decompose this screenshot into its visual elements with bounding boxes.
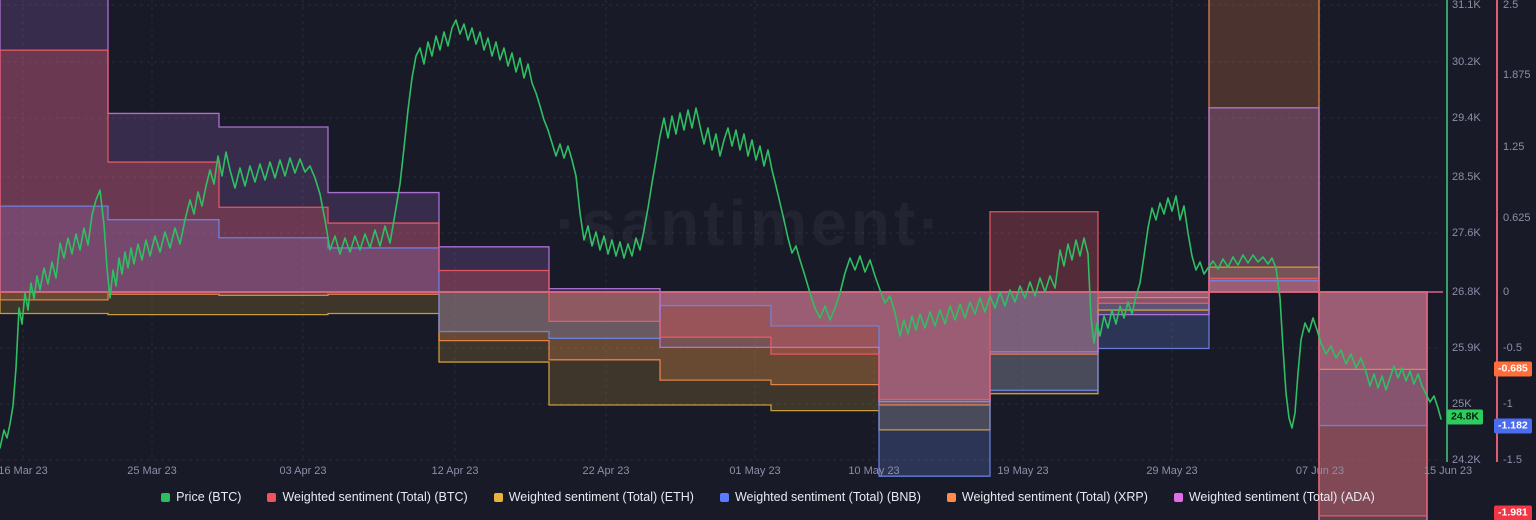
date-tick-label: 29 May 23: [1146, 465, 1198, 477]
sentiment-tick-label: 1.25: [1503, 141, 1525, 153]
date-tick-label: 15 Jun 23: [1423, 465, 1473, 477]
date-tick-label: 07 Jun 23: [1295, 465, 1345, 477]
date-tick-label: 19 May 23: [997, 465, 1049, 477]
legend-label: Weighted sentiment (Total) (BTC): [282, 490, 468, 504]
legend-swatch-icon: [719, 492, 729, 502]
price-tick-label: 28.5K: [1452, 171, 1481, 183]
legend-label: Weighted sentiment (Total) (ADA): [1188, 490, 1375, 504]
legend-label: Weighted sentiment (Total) (BNB): [734, 490, 921, 504]
legend-label: Price (BTC): [176, 490, 242, 504]
price-tick-label: 27.6K: [1452, 227, 1481, 239]
sentiment-tick-label: 0: [1503, 286, 1510, 298]
price-value-badge: 24.8K: [1447, 409, 1484, 425]
area-Weighted sentiment (Total) (ETH): [0, 267, 1427, 520]
legend-item-weighted-sentiment-total-bnb-[interactable]: Weighted sentiment (Total) (BNB): [719, 490, 921, 504]
legend-item-weighted-sentiment-total-xrp-[interactable]: Weighted sentiment (Total) (XRP): [946, 490, 1148, 504]
sentiment-tick-label: -0.5: [1503, 342, 1522, 354]
date-tick-label: 16 Mar 23: [0, 465, 48, 477]
area-Weighted sentiment (Total) (ADA): [0, 0, 1427, 520]
legend-swatch-icon: [161, 492, 171, 502]
legend-item-weighted-sentiment-total-btc-[interactable]: Weighted sentiment (Total) (BTC): [267, 490, 468, 504]
price-line: [0, 19, 1442, 449]
date-tick-label: 25 Mar 23: [127, 465, 177, 477]
legend-label: Weighted sentiment (Total) (XRP): [961, 490, 1148, 504]
outline-Weighted sentiment (Total) (BNB): [0, 205, 1428, 477]
sentiment-tick-label: 0.625: [1503, 212, 1531, 224]
price-tick-label: 25K: [1452, 398, 1472, 410]
sentiment-tick-label: 2.5: [1503, 0, 1519, 11]
date-tick-label: 01 May 23: [729, 465, 781, 477]
legend-swatch-icon: [267, 492, 277, 502]
date-tick-label: 03 Apr 23: [279, 465, 327, 477]
sentiment-tick-label: 1.875: [1503, 69, 1531, 81]
legend-item-price-btc-[interactable]: Price (BTC): [161, 490, 241, 504]
sentiment-value-badge: -1.981: [1494, 505, 1532, 520]
legend-label: Weighted sentiment (Total) (ETH): [508, 490, 694, 504]
date-tick-label: 12 Apr 23: [431, 465, 479, 477]
sentiment-value-badge: -0.685: [1494, 361, 1532, 377]
legend-swatch-icon: [946, 492, 956, 502]
price-tick-label: 29.4K: [1452, 112, 1481, 124]
price-tick-label: 24.2K: [1452, 454, 1481, 466]
price-tick-label: 30.2K: [1452, 56, 1481, 68]
date-tick-label: 22 Apr 23: [582, 465, 630, 477]
outline-Weighted sentiment (Total) (BTC): [0, 49, 1428, 517]
area-Weighted sentiment (Total) (BTC): [0, 50, 1427, 516]
sentiment-tick-label: -1.5: [1503, 454, 1522, 466]
price-tick-label: 31.1K: [1452, 0, 1481, 11]
price-tick-label: 25.9K: [1452, 342, 1481, 354]
outline-Weighted sentiment (Total) (ETH): [0, 266, 1428, 520]
price-tick-label: 26.8K: [1452, 286, 1481, 298]
sentiment-tick-label: -1: [1503, 398, 1513, 410]
area-Weighted sentiment (Total) (XRP): [0, 0, 1427, 405]
legend-swatch-icon: [493, 492, 503, 502]
sentiment-value-badge: -1.182: [1494, 418, 1532, 434]
outline-Weighted sentiment (Total) (ADA): [0, 0, 1428, 520]
legend-swatch-icon: [1173, 492, 1183, 502]
chart-legend: Price (BTC) Weighted sentiment (Total) (B…: [0, 490, 1536, 504]
legend-item-weighted-sentiment-total-eth-[interactable]: Weighted sentiment (Total) (ETH): [493, 490, 694, 504]
date-tick-label: 10 May 23: [848, 465, 900, 477]
outline-Weighted sentiment (Total) (XRP): [0, 0, 1428, 406]
area-Weighted sentiment (Total) (BNB): [0, 206, 1427, 477]
legend-item-weighted-sentiment-total-ada-[interactable]: Weighted sentiment (Total) (ADA): [1173, 490, 1375, 504]
